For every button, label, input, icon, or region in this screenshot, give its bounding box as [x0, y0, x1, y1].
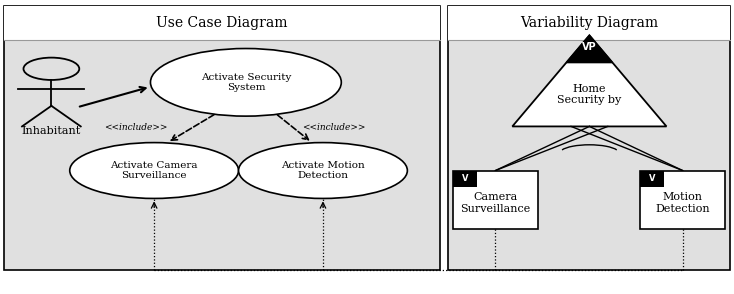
- Text: VP: VP: [582, 42, 597, 52]
- Text: <<include>>: <<include>>: [302, 123, 366, 132]
- Bar: [4, 6, 440, 40]
- Text: Camera
Surveillance: Camera Surveillance: [460, 192, 531, 214]
- Text: Variability Diagram: Variability Diagram: [520, 16, 658, 30]
- Ellipse shape: [239, 143, 407, 198]
- Text: V: V: [649, 174, 655, 183]
- Bar: [454, 171, 537, 229]
- Text: Activate Motion
Detection: Activate Motion Detection: [281, 161, 365, 180]
- Bar: [448, 6, 730, 40]
- Text: Activate Camera
Surveillance: Activate Camera Surveillance: [110, 161, 198, 180]
- Ellipse shape: [70, 143, 239, 198]
- Bar: [454, 171, 477, 187]
- Bar: [640, 171, 725, 229]
- Text: Motion
Detection: Motion Detection: [655, 192, 710, 214]
- Bar: [448, 6, 730, 270]
- Bar: [640, 171, 664, 187]
- Polygon shape: [567, 35, 612, 63]
- Polygon shape: [512, 35, 666, 126]
- Text: Home
Security by: Home Security by: [557, 84, 622, 105]
- Text: Activate Security
System: Activate Security System: [200, 73, 291, 92]
- Text: <<include>>: <<include>>: [104, 123, 167, 132]
- Text: Use Case Diagram: Use Case Diagram: [156, 16, 288, 30]
- Bar: [4, 6, 440, 270]
- Text: V: V: [462, 174, 468, 183]
- Ellipse shape: [150, 49, 341, 116]
- Text: Inhabitant: Inhabitant: [22, 126, 81, 136]
